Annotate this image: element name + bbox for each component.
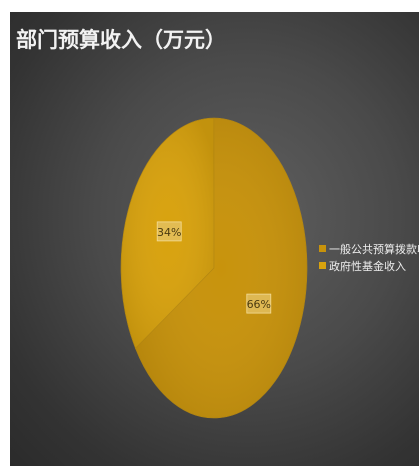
data-label-box-0 [246, 293, 272, 314]
legend-item-1: 政府性基金收入 [319, 257, 419, 274]
legend-item-0: 一般公共预算拨款收入 [319, 240, 419, 257]
data-label-box-1 [156, 221, 182, 242]
legend-swatch-0 [319, 245, 326, 252]
pie-slice-shade-0 [135, 117, 308, 418]
data-label-0: 66% [247, 298, 271, 311]
data-label-1: 34% [157, 226, 181, 239]
legend-swatch-1 [319, 262, 326, 269]
legend-label-0: 一般公共预算拨款收入 [329, 242, 419, 256]
legend-label-1: 政府性基金收入 [329, 259, 406, 273]
chart-title: 部门预算收入（万元） [16, 28, 226, 52]
legend: 一般公共预算拨款收入 政府性基金收入 [319, 240, 419, 274]
